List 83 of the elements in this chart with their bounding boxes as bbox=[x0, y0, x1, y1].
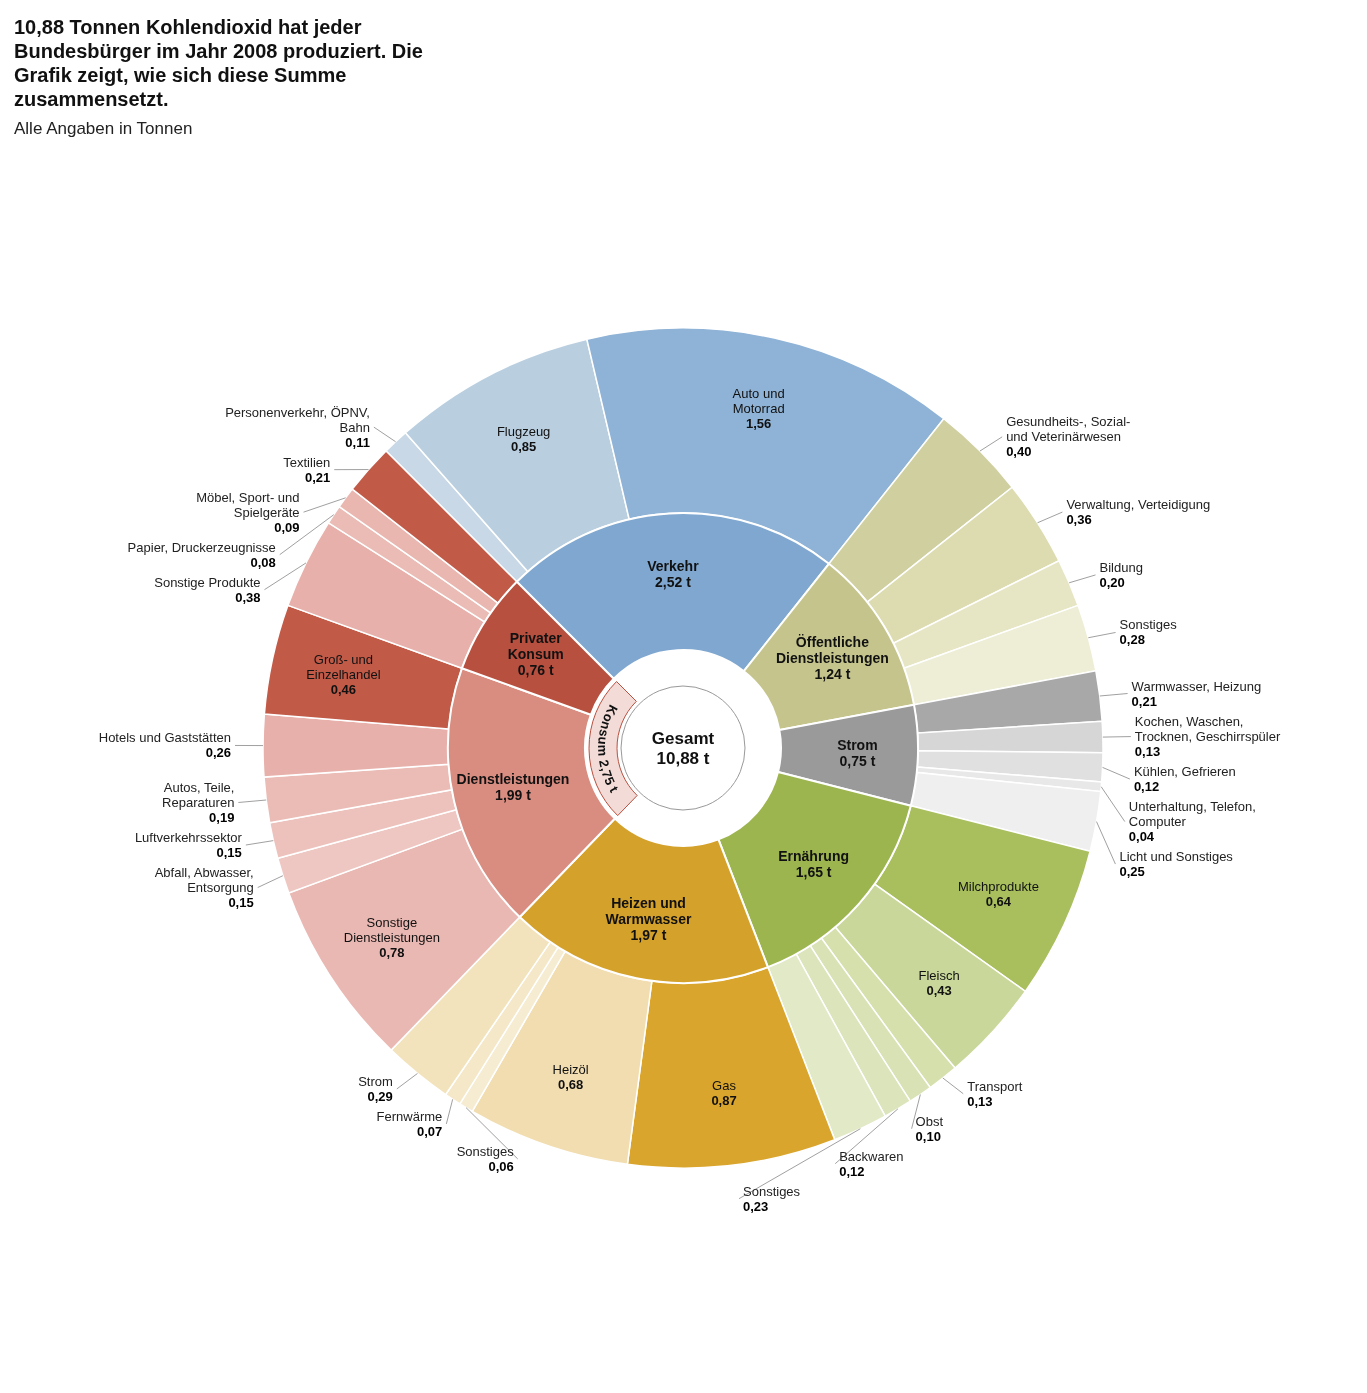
data-label: 1,99 t bbox=[495, 787, 532, 804]
slice-label: Heizöl bbox=[552, 1061, 589, 1077]
slice-label: Fernwärme bbox=[376, 1108, 443, 1124]
data-label: 0,20 bbox=[1099, 574, 1125, 590]
slice-label: Backwaren bbox=[839, 1148, 904, 1164]
slice-label: Dienstleistungen bbox=[456, 771, 570, 788]
data-label: 0,07 bbox=[417, 1123, 443, 1139]
data-label: 0,09 bbox=[274, 519, 300, 535]
slice-label: Gesundheits-, Sozial- und Veterinärwesen bbox=[1006, 414, 1131, 445]
data-label: 0,08 bbox=[250, 554, 276, 570]
slice-label: Hotels und Gaststätten bbox=[98, 730, 232, 746]
data-label: 0,21 bbox=[304, 469, 331, 485]
data-label: 0,28 bbox=[1119, 632, 1145, 648]
chart-subtitle: Alle Angaben in Tonnen bbox=[14, 119, 193, 138]
slice-label: Transport bbox=[967, 1078, 1023, 1094]
data-label: 1,97 t bbox=[630, 926, 667, 943]
data-label: 0,26 bbox=[205, 745, 232, 761]
slice-label: Groß- und Einzelhandel bbox=[306, 651, 381, 682]
slice-label: Flugzeug bbox=[496, 424, 551, 440]
data-label: 0,12 bbox=[1133, 779, 1160, 795]
slice-label: Auto und Motorrad bbox=[732, 386, 785, 417]
data-label: 0,46 bbox=[330, 681, 357, 697]
data-label: 0,38 bbox=[235, 589, 261, 605]
slice-label: Ernährung bbox=[778, 847, 850, 864]
slice-label: Strom bbox=[837, 737, 878, 754]
slice-label: Abfall, Abwasser, Entsorgung bbox=[154, 865, 254, 896]
data-label: 0,15 bbox=[228, 895, 254, 911]
data-label: 0,78 bbox=[379, 945, 405, 961]
slice-label: Autos, Teile, Reparaturen bbox=[162, 779, 235, 810]
data-label: 0,10 bbox=[915, 1128, 941, 1144]
slice-label: Gas bbox=[712, 1078, 737, 1094]
data-label: 0,68 bbox=[558, 1076, 584, 1092]
data-label: 0,43 bbox=[926, 982, 952, 998]
data-label: 2,52 t bbox=[655, 573, 692, 590]
slice-label: Bildung bbox=[1099, 559, 1143, 575]
data-label: 0,75 t bbox=[839, 753, 876, 770]
slice-label: Unterhaltung, Telefon, Computer bbox=[1128, 799, 1256, 830]
data-label: 0,25 bbox=[1119, 864, 1145, 880]
slice-label: Personenverkehr, ÖPNV, Bahn bbox=[225, 404, 370, 435]
data-label: 0,21 bbox=[1131, 693, 1157, 709]
data-label: 0,36 bbox=[1066, 512, 1092, 528]
slice-label: Sonstiges bbox=[743, 1183, 801, 1199]
slice-label: Privater Konsum bbox=[507, 630, 564, 663]
slice-label: Verkehr bbox=[647, 557, 700, 574]
slice-label: Textilien bbox=[283, 454, 331, 470]
data-label: 0,85 bbox=[510, 439, 537, 455]
data-label: 1,56 bbox=[745, 416, 772, 432]
data-label: 0,12 bbox=[839, 1163, 865, 1179]
data-label: 0,76 t bbox=[517, 662, 554, 679]
data-label: 0,15 bbox=[216, 845, 242, 861]
slice-label: Möbel, Sport- und Spielgeräte bbox=[196, 489, 300, 520]
data-label: 1,24 t bbox=[814, 665, 851, 682]
slice-label: Verwaltung, Verteidigung bbox=[1066, 497, 1211, 513]
slice-label: Obst bbox=[915, 1113, 944, 1129]
data-label: 0,40 bbox=[1006, 444, 1032, 460]
slice-label: Kühlen, Gefrieren bbox=[1133, 764, 1236, 780]
data-label: 0,64 bbox=[985, 893, 1012, 909]
data-label: 0,06 bbox=[488, 1158, 514, 1174]
slice-label: Sonstige Dienstleistungen bbox=[343, 915, 440, 946]
data-label: 0,11 bbox=[345, 434, 370, 450]
data-label: 0,29 bbox=[367, 1088, 393, 1104]
slice-label: Heizen und Warmwasser bbox=[605, 894, 692, 927]
slice-label: Licht und Sonstiges bbox=[1119, 849, 1234, 865]
slice-label: Öffentliche Dienstleistungen bbox=[776, 633, 889, 666]
data-label: 0,87 bbox=[711, 1093, 737, 1109]
slice-label: Milchprodukte bbox=[957, 878, 1039, 894]
slice-label: Strom bbox=[358, 1073, 393, 1089]
slice-label: Warmwasser, Heizung bbox=[1131, 678, 1262, 694]
slice-label: Kochen, Waschen, Trocknen, Geschirrspüler bbox=[1134, 714, 1281, 745]
slice-label: Sonstiges bbox=[456, 1143, 515, 1159]
data-label: 0,19 bbox=[209, 809, 235, 825]
slice-label: Sonstige Produkte bbox=[154, 574, 261, 590]
slice-label: Sonstiges bbox=[1119, 617, 1178, 633]
data-label: 0,13 bbox=[1134, 744, 1161, 760]
data-label: 1,65 t bbox=[795, 863, 832, 880]
text: 10,88 Tonnen Kohlendioxid hat jeder Bundesbürger im Jahr 2008 produziert. Die Grafik zeigt, wie sich diese Summe zusammensetzt. bbox=[14, 16, 423, 110]
slice-label: Fleisch bbox=[918, 967, 960, 983]
data-label: 0,04 bbox=[1128, 829, 1155, 845]
text: Gesamt 10,88 t bbox=[651, 728, 715, 768]
slice-label: Luftverkehrssektor bbox=[134, 830, 243, 846]
data-label: 0,13 bbox=[967, 1093, 993, 1109]
data-label: 0,23 bbox=[743, 1198, 769, 1214]
slice-label: Papier, Druckerzeugnisse bbox=[127, 539, 276, 555]
